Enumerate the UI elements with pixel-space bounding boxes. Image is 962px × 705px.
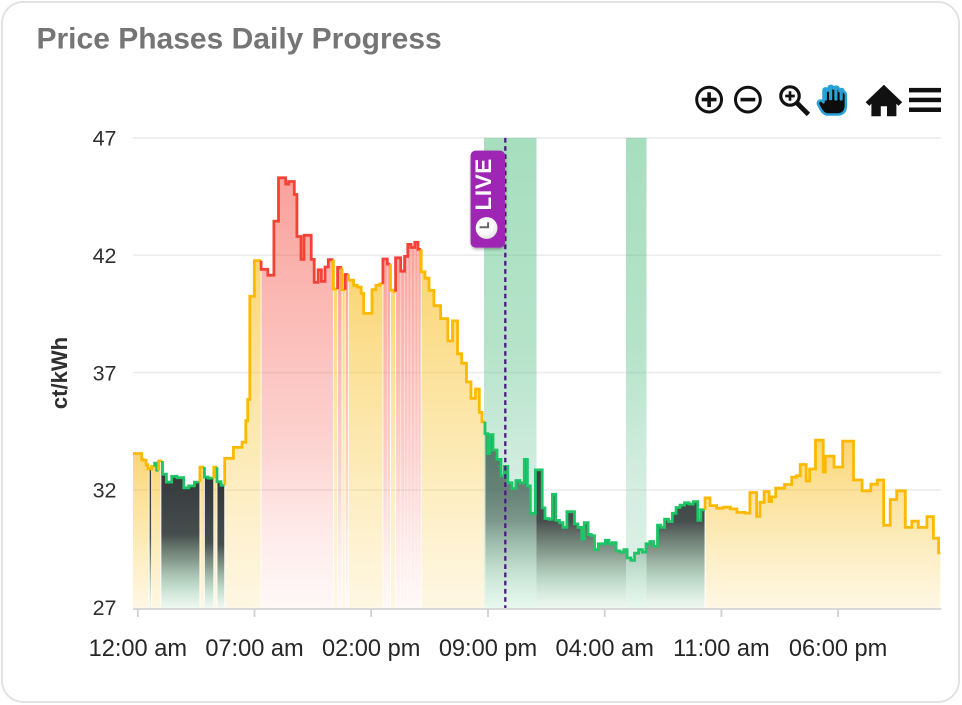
svg-text:07:00 am: 07:00 am xyxy=(205,636,303,662)
svg-text:42: 42 xyxy=(93,244,117,268)
svg-text:27: 27 xyxy=(93,596,117,620)
svg-text:ct/kWh: ct/kWh xyxy=(47,337,72,409)
svg-text:LIVE: LIVE xyxy=(471,158,496,210)
svg-text:37: 37 xyxy=(93,361,117,385)
svg-text:12:00 am: 12:00 am xyxy=(89,636,187,662)
svg-text:47: 47 xyxy=(93,127,117,151)
svg-text:Price Phases Daily Progress: Price Phases Daily Progress xyxy=(37,23,442,56)
svg-text:32: 32 xyxy=(93,479,117,503)
svg-text:09:00 pm: 09:00 pm xyxy=(439,636,537,662)
svg-text:02:00 pm: 02:00 pm xyxy=(322,636,420,662)
svg-text:06:00 pm: 06:00 pm xyxy=(789,636,887,662)
svg-text:04:00 am: 04:00 am xyxy=(556,636,654,662)
svg-text:11:00 am: 11:00 am xyxy=(673,636,770,662)
